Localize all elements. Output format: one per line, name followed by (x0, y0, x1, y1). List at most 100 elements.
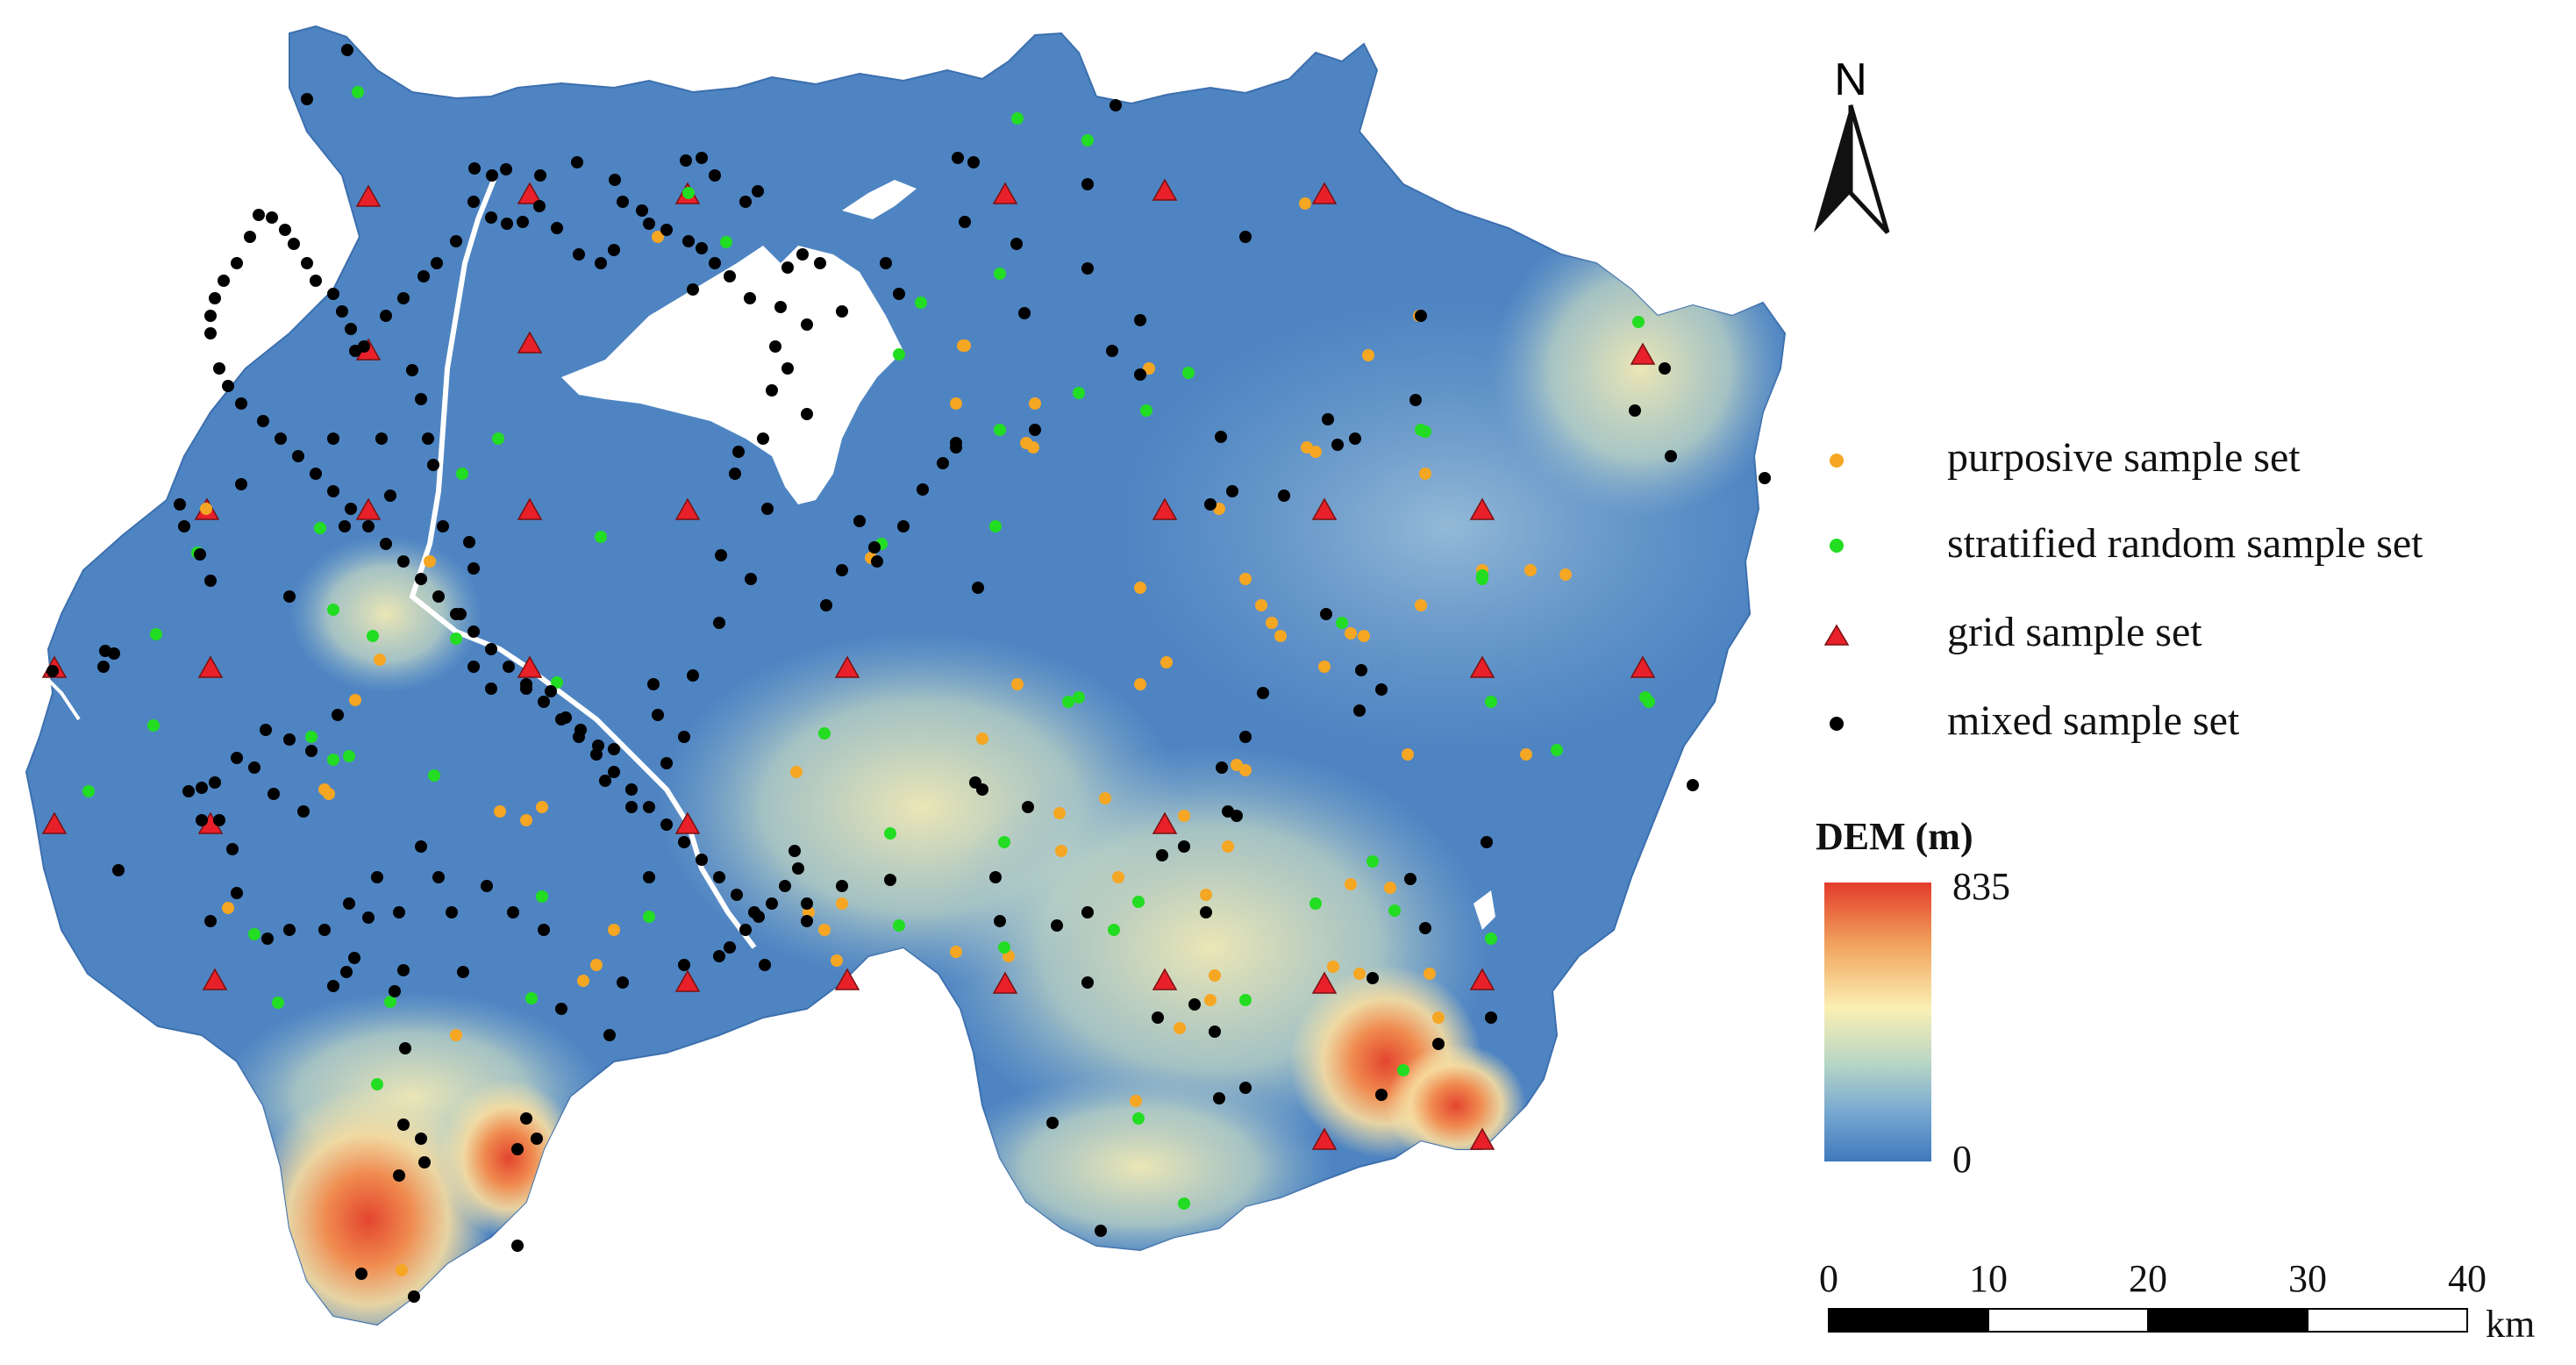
mixed-sample-point-214 (660, 224, 673, 236)
stratified-sample-point-2 (1011, 112, 1024, 125)
mixed-sample-point-26 (1106, 345, 1118, 357)
mixed-sample-point-89 (713, 950, 725, 962)
mixed-sample-point-105 (231, 887, 243, 899)
mixed-sample-point-126 (418, 1156, 431, 1168)
mixed-sample-point-59 (1366, 972, 1379, 984)
mixed-sample-point-186 (757, 432, 769, 445)
stratified-sample-point-15 (1419, 425, 1431, 438)
mixed-sample-point-117 (397, 964, 410, 976)
mixed-sample-point-263 (467, 625, 480, 638)
scale-segment-2 (1987, 1308, 2149, 1333)
purposive-sample-point-33 (1239, 764, 1252, 776)
stratified-sample-point-32 (327, 604, 339, 616)
purposive-sample-point-18 (1524, 564, 1537, 576)
stratified-sample-point-56 (1309, 897, 1322, 910)
grid-sample-point-8 (517, 331, 543, 354)
mixed-sample-point-227 (450, 235, 462, 247)
mixed-sample-point-176 (678, 731, 690, 743)
mixed-sample-point-52 (1178, 840, 1190, 853)
stratified-sample-point-38 (450, 632, 462, 645)
mixed-sample-point-250 (235, 397, 247, 410)
mixed-sample-point-24 (1239, 231, 1252, 243)
stratified-sample-point-59 (1485, 933, 1497, 945)
stratified-sample-point-1 (352, 86, 364, 98)
mixed-sample-point-275 (678, 836, 690, 848)
mixed-sample-point-149 (204, 575, 217, 587)
mixed-sample-point-113 (362, 911, 375, 924)
mixed-sample-point-249 (222, 380, 234, 392)
mixed-sample-point-187 (766, 384, 778, 397)
mixed-sample-point-257 (362, 520, 375, 532)
purposive-sample-point-66 (1130, 1095, 1142, 1107)
stratified-sample-point-28 (893, 919, 905, 932)
grid-sample-point-33 (1469, 968, 1495, 990)
mixed-sample-point-90 (678, 959, 690, 971)
north-arrow-right-half (1848, 104, 1890, 234)
mixed-sample-point-100 (371, 871, 383, 883)
purposive-sample-point-65 (1432, 1011, 1445, 1024)
mixed-sample-point-188 (781, 362, 794, 375)
mixed-sample-point-180 (713, 617, 725, 629)
mixed-sample-point-127 (520, 1112, 532, 1125)
stratified-sample-point-43 (150, 628, 162, 640)
stratified-sample-point-29 (818, 727, 831, 740)
stratified-sample-point-61 (1132, 1112, 1145, 1125)
mixed-sample-point-106 (204, 915, 217, 927)
stratified-sample-point-55 (1239, 994, 1252, 1006)
purposive-sample-point-22 (1266, 617, 1278, 629)
mixed-sample-point-162 (463, 536, 475, 548)
legend-label-mixed: mixed sample set (1947, 697, 2240, 744)
mixed-sample-point-75 (969, 776, 981, 789)
mixed-sample-point-38 (1629, 404, 1641, 417)
mixed-sample-point-49 (1216, 761, 1228, 774)
purposive-sample-point-36 (790, 766, 803, 778)
purposive-sample-point-47 (1178, 810, 1190, 822)
purposive-sample-point-55 (950, 946, 962, 958)
mixed-sample-point-253 (292, 450, 304, 462)
mixed-sample-point-268 (555, 713, 567, 725)
legend-symbols (1823, 454, 1850, 731)
mixed-sample-point-184 (729, 468, 741, 480)
mixed-sample-point-219 (595, 257, 607, 269)
terrain-northeast-hills (1491, 219, 1785, 518)
mixed-sample-point-193 (836, 564, 848, 576)
stratified-sample-point-7 (915, 297, 927, 309)
mixed-sample-point-145 (332, 709, 344, 721)
purposive-sample-point-74 (450, 1029, 462, 1041)
stratified-sample-point-52 (998, 941, 1010, 954)
mixed-sample-point-131 (408, 1290, 420, 1303)
mixed-sample-point-84 (766, 897, 778, 910)
purposive-sample-point-3 (1299, 197, 1311, 210)
grid-sample-point-2 (517, 182, 543, 204)
stratified-sample-point-50 (551, 676, 563, 689)
grid-sample-point-25 (674, 811, 701, 834)
stratified-sample-point-39 (456, 468, 468, 480)
mixed-sample-point-112 (297, 805, 310, 818)
scale-tick-20: 20 (2129, 1257, 2167, 1300)
mixed-sample-point-7 (571, 156, 583, 168)
stratified-sample-layer (82, 86, 1655, 1210)
purposive-sample-point-63 (1204, 994, 1217, 1006)
grid-sample-point-13 (674, 497, 701, 520)
grid-sample-point-32 (1311, 971, 1338, 994)
mixed-sample-point-36 (1415, 310, 1427, 322)
mixed-sample-point-107 (196, 814, 208, 826)
mixed-sample-point-255 (327, 485, 339, 497)
mixed-sample-point-9 (680, 154, 692, 167)
mixed-sample-point-116 (457, 966, 469, 978)
mixed-sample-point-163 (467, 562, 480, 575)
grid-sample-point-27 (202, 968, 228, 990)
mixed-sample-point-83 (779, 880, 791, 892)
grid-sample-point-1 (355, 184, 382, 207)
mixed-sample-point-85 (759, 959, 771, 971)
mixed-sample-point-256 (345, 503, 357, 515)
mixed-sample-point-205 (836, 305, 848, 318)
legend-label-purposive: purposive sample set (1947, 434, 2301, 481)
mixed-sample-point-16 (814, 257, 826, 269)
mixed-sample-point-35 (1349, 432, 1361, 445)
mixed-sample-point-158 (415, 393, 427, 405)
mixed-sample-point-207 (774, 301, 787, 313)
mixed-sample-point-204 (893, 288, 905, 300)
mixed-sample-point-53 (1156, 849, 1168, 861)
stratified-sample-point-27 (884, 827, 896, 840)
